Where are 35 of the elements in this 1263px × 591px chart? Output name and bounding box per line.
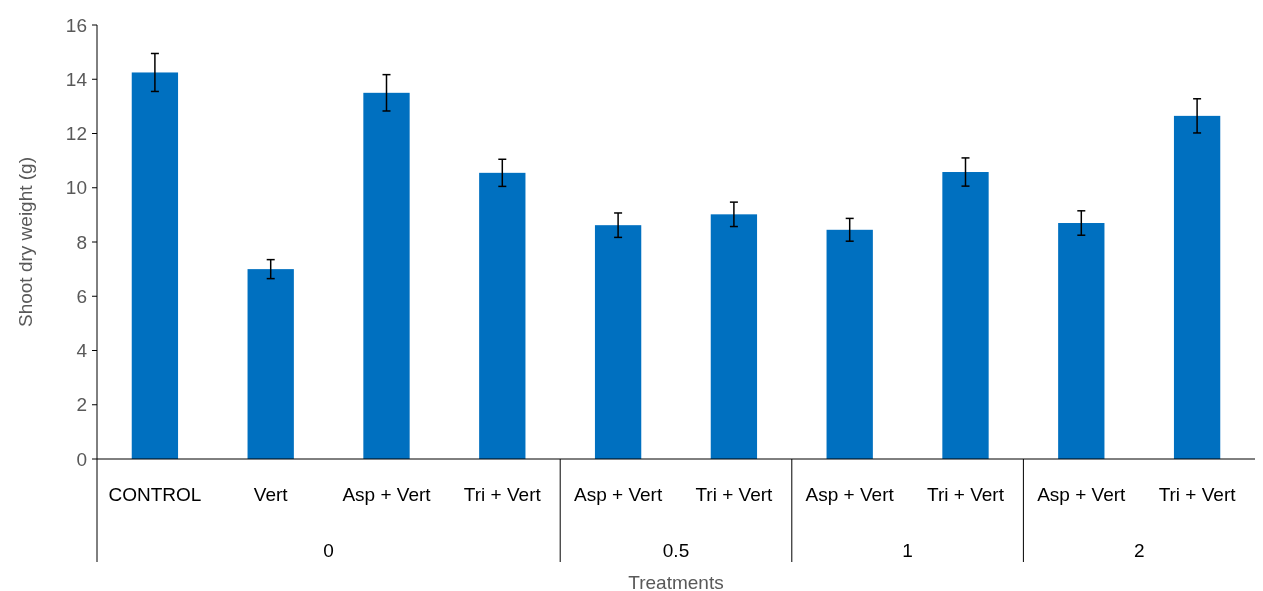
y-tick-label: 0 [76,448,87,470]
y-tick-label: 6 [76,285,87,307]
x-tick-label: Vert [253,484,289,505]
y-tick-label: 8 [76,231,87,253]
x-axis-title: Treatments [628,572,724,591]
bar [826,229,873,459]
bar [942,172,989,459]
x-tick-label: CONTROL [108,484,202,505]
x-tick-label: Asp + Vert [805,484,895,505]
x-tick-label: Asp + Vert [1037,484,1127,505]
y-tick-label: 10 [65,177,87,199]
text: 0.5 [662,540,690,561]
bar [594,225,642,459]
x-tick-label: Tri + Vert [927,484,1005,505]
bar [131,72,179,459]
text: 1 [902,540,913,561]
x-tick-label: Tri + Vert [695,484,774,505]
y-tick-label: 12 [65,123,87,145]
x-tick-label: Tri + Vert [463,484,542,505]
y-tick-label: 2 [76,394,87,416]
bar [247,269,294,459]
text: 0 [323,540,334,561]
x-tick-label: Asp + Vert [574,484,663,505]
bar [1058,223,1105,459]
bar [710,214,758,459]
bar [363,92,410,459]
y-tick-label: 4 [76,340,88,362]
bar [1173,115,1221,459]
y-tick-label: 14 [65,68,88,90]
x-tick-label: Asp + Vert [342,484,432,505]
y-axis-title: Shoot dry weight (g) [15,156,36,328]
text: 2 [1133,540,1145,561]
bar [479,172,526,459]
x-tick-label: Tri + Vert [1158,484,1237,505]
y-tick-label: 16 [65,14,87,36]
